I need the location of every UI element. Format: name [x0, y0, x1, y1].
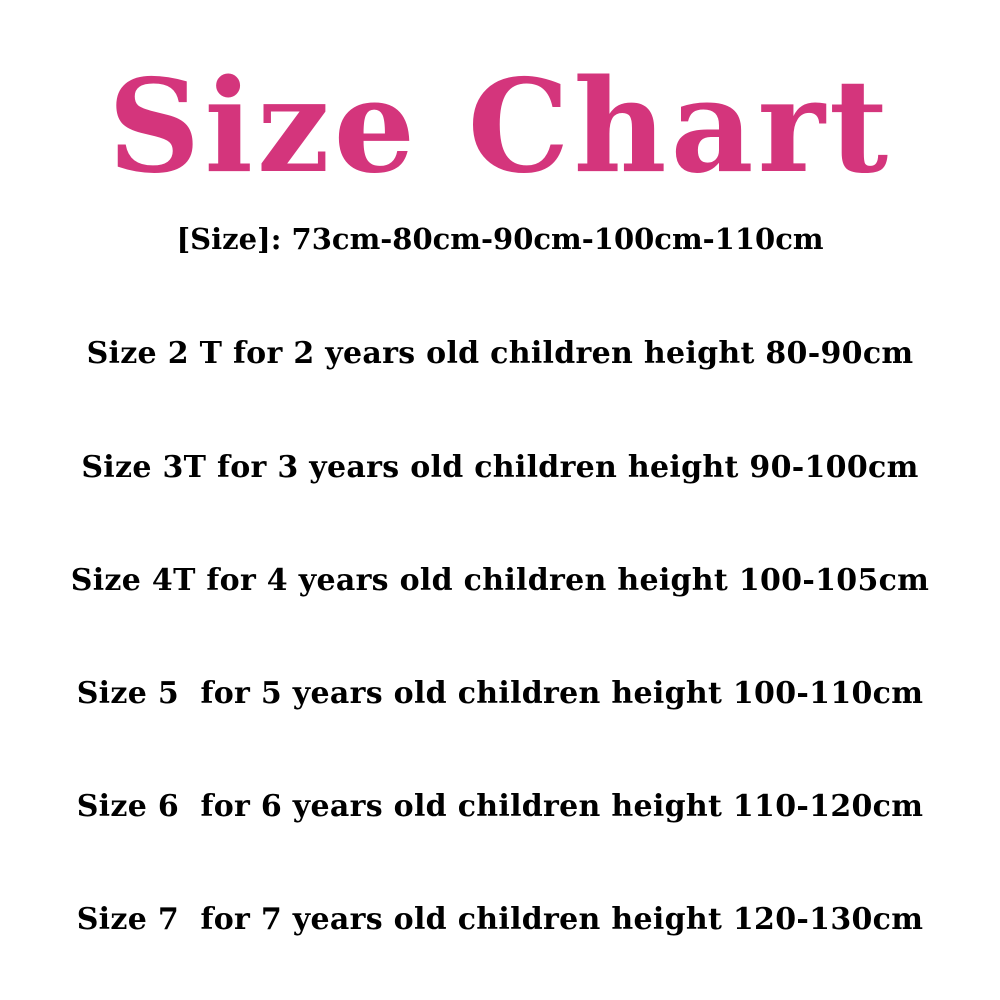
- size-row: Size 4T for 4 years old children height …: [70, 563, 930, 598]
- size-row: Size 5 for 5 years old children height 1…: [76, 676, 924, 711]
- size-row: Size 7 for 7 years old children height 1…: [76, 902, 924, 937]
- page-title: Size Chart: [107, 52, 893, 202]
- size-row: Size 2 T for 2 years old children height…: [86, 336, 914, 371]
- size-row: Size 6 for 6 years old children height 1…: [76, 789, 924, 824]
- size-list: [Size]: 73cm-80cm-90cm-100cm-110cm: [176, 222, 824, 256]
- size-row: Size 3T for 3 years old children height …: [81, 450, 919, 485]
